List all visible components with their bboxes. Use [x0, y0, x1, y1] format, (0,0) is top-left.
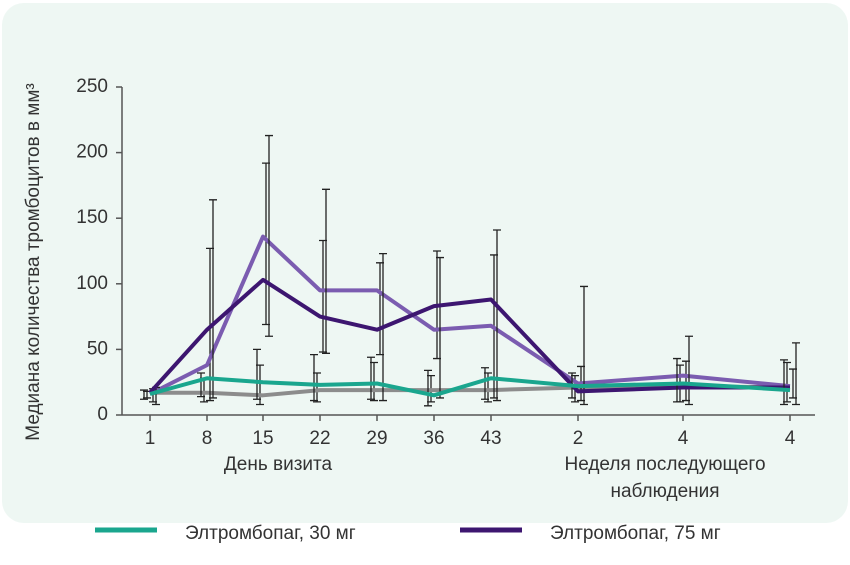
x-tick-label: 4	[678, 428, 689, 449]
x-tick-label: 1	[145, 428, 156, 449]
series-line	[148, 277, 790, 395]
y-tick-label: 100	[76, 273, 108, 294]
y-tick-label: 50	[87, 338, 108, 359]
legend-label: Элтромбопаг, 75 мг	[550, 523, 721, 544]
error-bar	[685, 335, 693, 406]
x-tick-label: 8	[202, 428, 213, 449]
x-group-label: Неделя последующего	[564, 454, 765, 475]
legend-label: Элтромбопаг, 30 мг	[185, 523, 356, 544]
error-bar	[493, 229, 501, 402]
x-group-label: наблюдения	[610, 481, 719, 502]
error-bar	[792, 342, 800, 406]
error-bar	[310, 353, 318, 402]
x-tick-label: 15	[252, 428, 273, 449]
x-group-label: День визита	[224, 454, 333, 475]
x-tick-label: 22	[309, 428, 330, 449]
x-tick-label: 29	[366, 428, 387, 449]
x-tick-label: 43	[480, 428, 501, 449]
y-tick-label: 0	[97, 404, 108, 425]
x-tick-label: 36	[423, 428, 444, 449]
x-tick-label: 2	[573, 428, 584, 449]
error-bar	[367, 356, 375, 400]
series-line	[149, 376, 791, 398]
error-bar	[780, 359, 788, 406]
error-bar	[424, 369, 432, 407]
error-bar	[209, 199, 217, 399]
error-bar	[253, 348, 261, 400]
error-bar	[673, 357, 681, 403]
error-bar	[140, 389, 148, 400]
error-bar	[265, 134, 273, 337]
series-line	[149, 234, 791, 396]
y-tick-label: 250	[76, 76, 108, 97]
error-bar	[481, 367, 489, 400]
y-axis-label: Медиана количества тромбоцитов в мм³	[23, 83, 44, 440]
x-tick-label: 4	[785, 428, 796, 449]
error-bar	[197, 372, 205, 398]
error-bar	[436, 256, 444, 399]
y-tick-label: 150	[76, 207, 108, 228]
y-tick-label: 200	[76, 142, 108, 163]
error-bar	[322, 188, 330, 354]
